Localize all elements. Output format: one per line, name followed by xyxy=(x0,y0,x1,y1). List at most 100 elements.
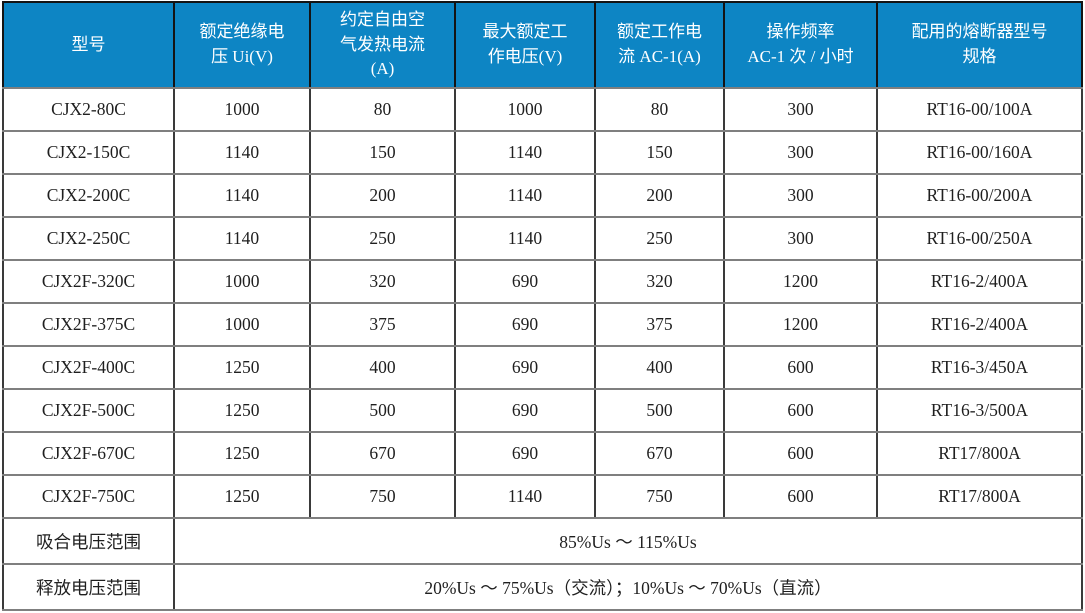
col-header-model: 型号 xyxy=(2,1,175,89)
table-row: CJX2-250C 1140 250 1140 250 300 RT16-00/… xyxy=(2,216,1083,261)
model-cell: CJX2-150C xyxy=(2,130,175,175)
model-cell: CJX2F-375C xyxy=(2,302,175,347)
data-cell: 300 xyxy=(723,87,878,132)
data-cell: 80 xyxy=(309,87,456,132)
table-row: CJX2-200C 1140 200 1140 200 300 RT16-00/… xyxy=(2,173,1083,218)
data-cell: 400 xyxy=(309,345,456,390)
header-line: 规格 xyxy=(962,47,997,66)
data-cell: 200 xyxy=(594,173,725,218)
data-cell: 250 xyxy=(309,216,456,261)
pickup-voltage-row: 吸合电压范围 85%Us ～ 115%Us xyxy=(2,517,1083,565)
data-cell: 690 xyxy=(454,388,596,433)
header-line: (A) xyxy=(370,59,395,79)
data-cell: 600 xyxy=(723,431,878,476)
fuse-cell: RT16-00/160A xyxy=(876,130,1083,175)
fuse-cell: RT17/800A xyxy=(876,431,1083,476)
data-cell: 1200 xyxy=(723,302,878,347)
data-cell: 300 xyxy=(723,130,878,175)
data-cell: 750 xyxy=(594,474,725,519)
fuse-cell: RT16-3/500A xyxy=(876,388,1083,433)
fuse-cell: RT17/800A xyxy=(876,474,1083,519)
data-cell: 1140 xyxy=(173,216,311,261)
data-cell: 300 xyxy=(723,216,878,261)
header-line: AC-1 次 / 小时 xyxy=(747,47,854,66)
col-header-matching-fuse: 配用的熔断器型号 规格 xyxy=(876,1,1083,89)
header-line: 流 AC-1(A) xyxy=(618,47,701,66)
fuse-cell: RT16-00/250A xyxy=(876,216,1083,261)
header-row: 型号 额定绝缘电 压 Ui(V) 约定自由空 气发热电流 (A) 最大额定工 作… xyxy=(2,1,1083,89)
data-cell: 690 xyxy=(454,431,596,476)
model-cell: CJX2-80C xyxy=(2,87,175,132)
data-cell: 1250 xyxy=(173,388,311,433)
data-cell: 690 xyxy=(454,259,596,304)
data-cell: 1140 xyxy=(173,173,311,218)
data-cell: 1140 xyxy=(454,130,596,175)
data-cell: 1140 xyxy=(454,216,596,261)
model-cell: CJX2-200C xyxy=(2,173,175,218)
data-cell: 1000 xyxy=(173,87,311,132)
fuse-cell: RT16-00/200A xyxy=(876,173,1083,218)
header-line: 额定工作电 xyxy=(617,22,702,42)
data-cell: 1250 xyxy=(173,345,311,390)
fuse-cell: RT16-2/400A xyxy=(876,259,1083,304)
data-cell: 320 xyxy=(309,259,456,304)
data-cell: 375 xyxy=(594,302,725,347)
data-cell: 80 xyxy=(594,87,725,132)
col-header-rated-insulation-voltage: 额定绝缘电 压 Ui(V) xyxy=(173,1,311,89)
footer-value: 85%Us ～ 115%Us xyxy=(173,517,1083,565)
data-cell: 690 xyxy=(454,302,596,347)
header-line: 操作频率 xyxy=(766,22,835,42)
fuse-cell: RT16-3/450A xyxy=(876,345,1083,390)
col-header-free-air-thermal-current: 约定自由空 气发热电流 (A) xyxy=(309,1,456,89)
data-cell: 1250 xyxy=(173,474,311,519)
data-cell: 300 xyxy=(723,173,878,218)
data-cell: 600 xyxy=(723,345,878,390)
data-cell: 150 xyxy=(594,130,725,175)
data-cell: 750 xyxy=(309,474,456,519)
header-line: 最大额定工 xyxy=(482,22,568,42)
header-line: 气发热电流 xyxy=(340,34,425,54)
table-row: CJX2-80C 1000 80 1000 80 300 RT16-00/100… xyxy=(2,87,1083,132)
data-cell: 1140 xyxy=(454,474,596,519)
table-row: CJX2F-500C 1250 500 690 500 600 RT16-3/5… xyxy=(2,388,1083,433)
table-row: CJX2F-400C 1250 400 690 400 600 RT16-3/4… xyxy=(2,345,1083,390)
data-cell: 500 xyxy=(309,388,456,433)
data-cell: 1200 xyxy=(723,259,878,304)
table-row: CJX2F-670C 1250 670 690 670 600 RT17/800… xyxy=(2,431,1083,476)
data-cell: 600 xyxy=(723,388,878,433)
model-cell: CJX2F-670C xyxy=(2,431,175,476)
table-row: CJX2F-375C 1000 375 690 375 1200 RT16-2/… xyxy=(2,302,1083,347)
data-cell: 1000 xyxy=(454,87,596,132)
table-row: CJX2-150C 1140 150 1140 150 300 RT16-00/… xyxy=(2,130,1083,175)
model-cell: CJX2F-320C xyxy=(2,259,175,304)
data-cell: 1140 xyxy=(454,173,596,218)
data-cell: 670 xyxy=(594,431,725,476)
data-cell: 200 xyxy=(309,173,456,218)
footer-label: 释放电压范围 xyxy=(2,563,175,611)
data-cell: 1140 xyxy=(173,130,311,175)
data-cell: 320 xyxy=(594,259,725,304)
header-line: 作电压(V) xyxy=(487,47,563,66)
data-cell: 375 xyxy=(309,302,456,347)
col-header-rated-operational-current: 额定工作电 流 AC-1(A) xyxy=(594,1,725,89)
data-cell: 670 xyxy=(309,431,456,476)
data-cell: 1000 xyxy=(173,302,311,347)
data-cell: 690 xyxy=(454,345,596,390)
col-header-max-operational-voltage: 最大额定工 作电压(V) xyxy=(454,1,596,89)
model-cell: CJX2F-500C xyxy=(2,388,175,433)
fuse-cell: RT16-2/400A xyxy=(876,302,1083,347)
table-row: CJX2F-320C 1000 320 690 320 1200 RT16-2/… xyxy=(2,259,1083,304)
model-cell: CJX2-250C xyxy=(2,216,175,261)
data-cell: 1250 xyxy=(173,431,311,476)
header-line: 配用的熔断器型号 xyxy=(911,22,1048,42)
release-voltage-row: 释放电压范围 20%Us ～ 75%Us（交流）；10%Us ～ 70%Us（直… xyxy=(2,563,1083,611)
header-line: 约定自由空 xyxy=(340,10,425,30)
data-cell: 400 xyxy=(594,345,725,390)
data-cell: 1000 xyxy=(173,259,311,304)
col-header-operating-frequency: 操作频率 AC-1 次 / 小时 xyxy=(723,1,878,89)
table-row: CJX2F-750C 1250 750 1140 750 600 RT17/80… xyxy=(2,474,1083,519)
header-line: 压 Ui(V) xyxy=(211,47,273,66)
footer-label: 吸合电压范围 xyxy=(2,517,175,565)
